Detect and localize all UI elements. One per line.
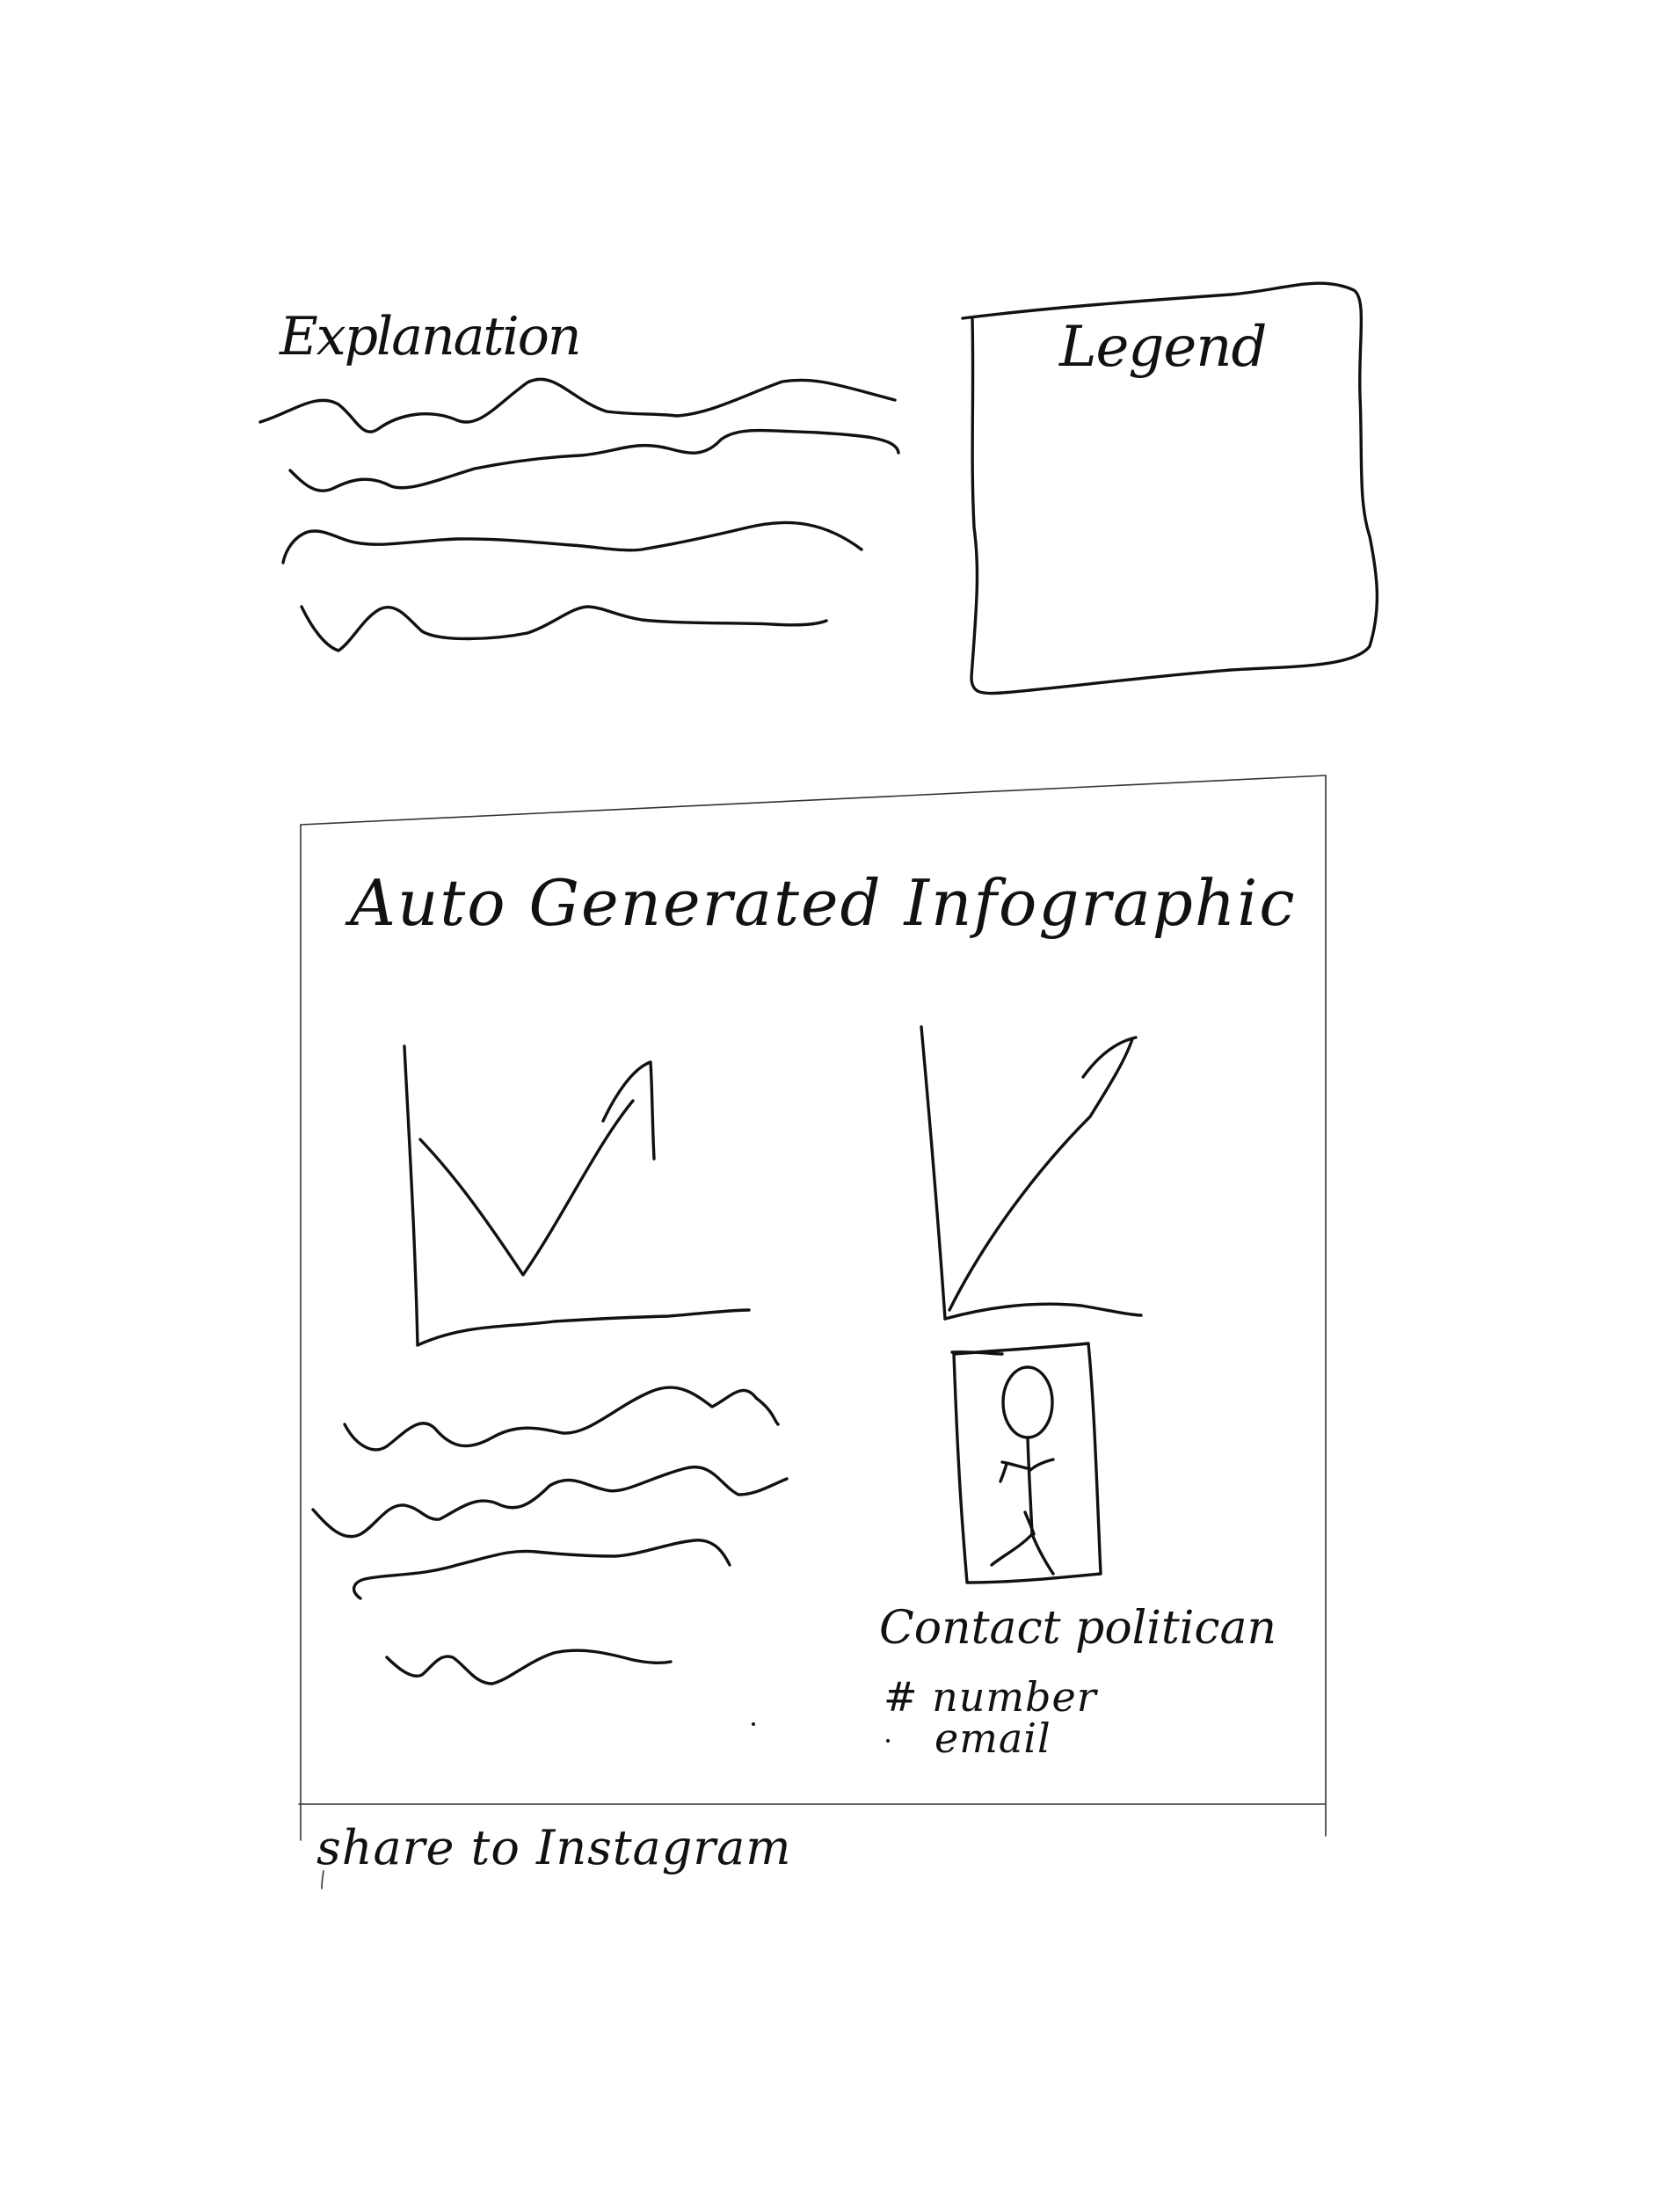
contact-number-label[interactable]: # number	[884, 1673, 1097, 1721]
infographic-panel	[298, 775, 1327, 1841]
contact-email-label[interactable]: email	[935, 1714, 1051, 1762]
share-to-instagram-button[interactable]: share to Instagram	[316, 1820, 792, 1875]
politician-photo	[950, 1342, 1102, 1584]
infographic-title: Auto Generated Infographic	[350, 866, 1297, 940]
legend-box	[961, 281, 1379, 695]
contact-politician-label[interactable]: Contact politican	[879, 1602, 1277, 1655]
chart-placeholder-1	[403, 1044, 751, 1347]
explanation-heading: Explanation	[280, 306, 581, 368]
explanation-text-placeholder	[258, 377, 900, 652]
legend-title: Legend	[1059, 315, 1267, 380]
infographic-text-placeholder	[311, 1386, 789, 1726]
chart-placeholder-2	[920, 1025, 1143, 1321]
